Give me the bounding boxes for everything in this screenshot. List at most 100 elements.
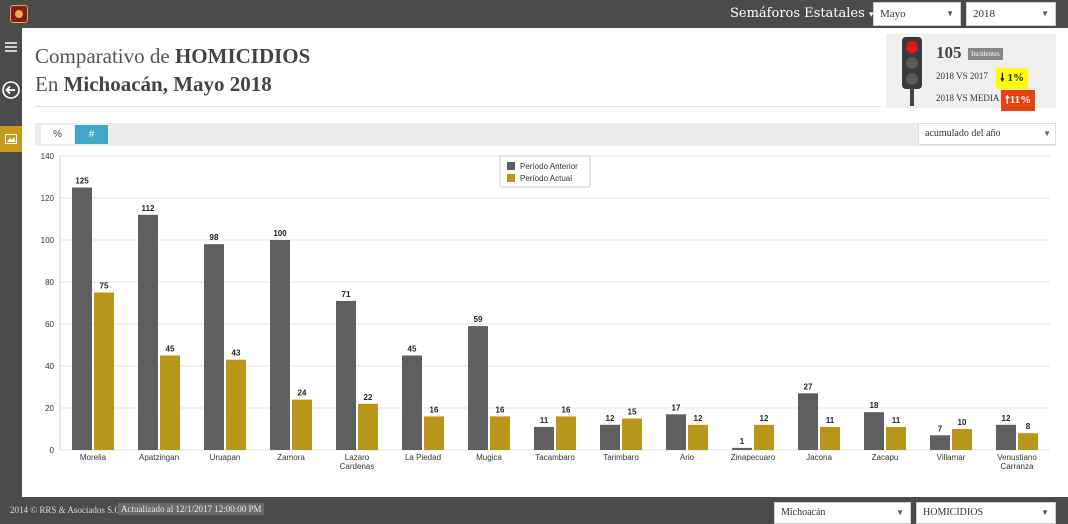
y-tick-label: 140 bbox=[41, 152, 55, 161]
accumulation-select[interactable]: acumulado del año ▼ bbox=[918, 123, 1056, 145]
data-label: 112 bbox=[142, 204, 155, 213]
arrow-down-icon: 🠗 bbox=[1000, 72, 1005, 84]
bar-anterior bbox=[336, 300, 356, 450]
data-label: 24 bbox=[298, 389, 307, 398]
x-tick-label: Apatzingan bbox=[139, 453, 179, 462]
bar-actual bbox=[688, 424, 708, 450]
top-bar: Semáforos Estatales ▾ Mayo ▼ 2018 ▼ bbox=[0, 0, 1068, 28]
state-select-value: Michoacán bbox=[781, 507, 826, 518]
month-select[interactable]: Mayo ▼ bbox=[873, 2, 961, 26]
title-line-2: En Michoacán, Mayo 2018 bbox=[35, 70, 310, 98]
data-label: 125 bbox=[75, 177, 89, 186]
chevron-down-icon: ▼ bbox=[946, 9, 954, 18]
state-logo-icon[interactable] bbox=[10, 5, 28, 23]
traffic-light-pole bbox=[910, 88, 914, 106]
bar-actual bbox=[754, 424, 774, 450]
month-select-value: Mayo bbox=[880, 8, 906, 20]
arrow-up-icon: 🠕 bbox=[1005, 94, 1010, 106]
crime-select[interactable]: HOMICIDIOS ▼ bbox=[916, 502, 1056, 524]
kpi-row-1-pill: 🠗 1% bbox=[996, 68, 1028, 89]
data-label: 45 bbox=[408, 345, 417, 354]
chevron-down-icon: ▾ bbox=[868, 10, 874, 20]
chevron-down-icon: ▼ bbox=[896, 508, 904, 517]
bar-anterior bbox=[468, 326, 488, 450]
bar-anterior bbox=[732, 447, 752, 450]
title-line-2-bold: Michoacán, Mayo 2018 bbox=[63, 72, 272, 96]
y-tick-label: 60 bbox=[45, 320, 54, 329]
semaforos-menu[interactable]: Semáforos Estatales ▾ bbox=[730, 6, 873, 21]
legend-swatch bbox=[507, 174, 515, 182]
data-label: 98 bbox=[210, 233, 219, 242]
kpi-badge: Incidentes bbox=[968, 48, 1003, 60]
chevron-down-icon: ▼ bbox=[1043, 129, 1051, 138]
data-label: 27 bbox=[804, 382, 813, 391]
image-icon[interactable] bbox=[0, 126, 22, 152]
title-line-1-bold: HOMICIDIOS bbox=[174, 44, 311, 68]
data-label: 1 bbox=[740, 437, 745, 446]
data-label: 11 bbox=[540, 416, 549, 425]
chart-toolbar: % # bbox=[35, 123, 1056, 146]
bar-actual bbox=[556, 416, 576, 450]
x-tick-label: La Piedad bbox=[405, 453, 441, 462]
number-toggle[interactable]: # bbox=[75, 125, 108, 144]
footer-copyright: 2014 © RRS & Asociados S.C. bbox=[10, 505, 123, 515]
accumulation-select-value: acumulado del año bbox=[925, 128, 1001, 139]
x-tick-label: Jacona bbox=[806, 453, 832, 462]
bar-anterior bbox=[666, 414, 686, 450]
data-label: 12 bbox=[760, 414, 769, 423]
sidebar bbox=[0, 28, 22, 497]
bottom-bar: 2014 © RRS & Asociados S.C. Actualizado … bbox=[0, 497, 1068, 524]
bar-anterior bbox=[798, 393, 818, 450]
page-title: Comparativo de HOMICIDIOS En Michoacán, … bbox=[35, 42, 310, 98]
title-divider bbox=[35, 106, 881, 107]
data-label: 71 bbox=[342, 290, 351, 299]
x-tick-label: Zamora bbox=[277, 453, 305, 462]
x-tick-label: Morelia bbox=[80, 453, 107, 462]
legend-label: Período Anterior bbox=[520, 162, 578, 171]
data-label: 11 bbox=[826, 416, 835, 425]
kpi-row-2-label: 2018 VS MEDIA bbox=[936, 93, 1000, 103]
hamburger-icon[interactable] bbox=[0, 36, 22, 58]
data-label: 18 bbox=[870, 401, 879, 410]
bar-actual bbox=[358, 403, 378, 450]
kpi-row-1-label: 2018 VS 2017 bbox=[936, 71, 988, 81]
y-tick-label: 0 bbox=[50, 446, 55, 455]
x-tick-label: Tacambaro bbox=[535, 453, 575, 462]
x-tick-label: Zinapecuaro bbox=[731, 453, 776, 462]
bar-anterior bbox=[138, 214, 158, 450]
bar-actual bbox=[1018, 433, 1038, 450]
crime-select-value: HOMICIDIOS bbox=[923, 507, 983, 518]
title-line-2-prefix: En bbox=[35, 72, 64, 96]
bar-actual bbox=[886, 426, 906, 450]
bar-actual bbox=[490, 416, 510, 450]
data-label: 45 bbox=[166, 345, 175, 354]
x-tick-label: Tarimbaro bbox=[603, 453, 639, 462]
data-label: 100 bbox=[273, 229, 287, 238]
data-label: 12 bbox=[1002, 414, 1011, 423]
bar-actual bbox=[292, 399, 312, 450]
year-select[interactable]: 2018 ▼ bbox=[966, 2, 1056, 26]
x-tick-label: Lazaro Cardenas bbox=[340, 453, 375, 471]
bar-anterior bbox=[600, 424, 620, 450]
data-label: 16 bbox=[562, 405, 571, 414]
bar-anterior bbox=[402, 355, 422, 450]
arrow-left-circle-icon[interactable] bbox=[0, 79, 22, 101]
x-tick-label: Zacapu bbox=[872, 453, 899, 462]
bar-anterior bbox=[72, 187, 92, 450]
kpi-row-2-pill: 🠕11% bbox=[1001, 90, 1036, 111]
bar-actual bbox=[424, 416, 444, 450]
data-label: 16 bbox=[496, 405, 505, 414]
bar-anterior bbox=[204, 244, 224, 450]
data-label: 10 bbox=[958, 418, 967, 427]
percent-toggle[interactable]: % bbox=[41, 125, 74, 144]
footer-updated: Actualizado al 12/1/2017 12:00:00 PM bbox=[118, 503, 265, 515]
data-label: 15 bbox=[628, 408, 637, 417]
bar-anterior bbox=[270, 240, 290, 450]
state-select[interactable]: Michoacán ▼ bbox=[774, 502, 911, 524]
bar-actual bbox=[622, 418, 642, 450]
data-label: 12 bbox=[606, 414, 615, 423]
bar-anterior bbox=[996, 424, 1016, 450]
x-tick-label: Ario bbox=[680, 453, 695, 462]
legend-swatch bbox=[507, 162, 515, 170]
bar-anterior bbox=[930, 435, 950, 450]
